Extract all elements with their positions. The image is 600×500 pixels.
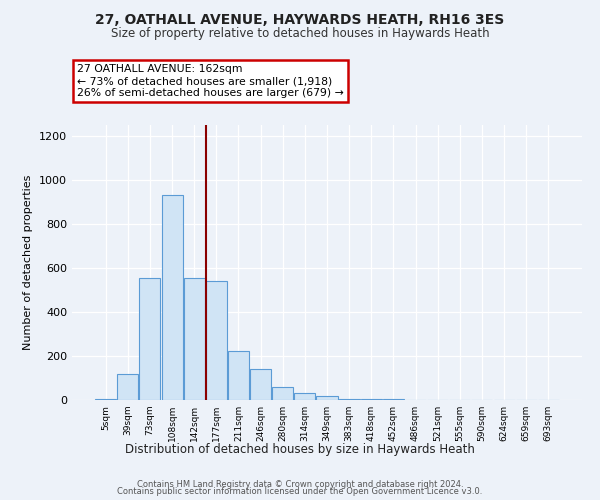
Y-axis label: Number of detached properties: Number of detached properties — [23, 175, 34, 350]
Bar — [295, 394, 316, 400]
Bar — [272, 387, 293, 400]
Bar — [338, 399, 359, 400]
Bar — [118, 374, 139, 400]
Bar — [139, 278, 160, 400]
Bar — [316, 396, 338, 400]
Bar — [250, 369, 271, 400]
Bar — [161, 196, 182, 400]
Bar — [361, 399, 382, 400]
Text: Contains HM Land Registry data © Crown copyright and database right 2024.: Contains HM Land Registry data © Crown c… — [137, 480, 463, 489]
Bar — [184, 278, 205, 400]
Bar — [95, 399, 116, 400]
Text: Size of property relative to detached houses in Haywards Heath: Size of property relative to detached ho… — [110, 28, 490, 40]
Bar — [383, 399, 404, 400]
Bar — [206, 281, 227, 400]
Bar — [228, 350, 249, 400]
Text: Distribution of detached houses by size in Haywards Heath: Distribution of detached houses by size … — [125, 442, 475, 456]
Text: 27, OATHALL AVENUE, HAYWARDS HEATH, RH16 3ES: 27, OATHALL AVENUE, HAYWARDS HEATH, RH16… — [95, 12, 505, 26]
Text: 27 OATHALL AVENUE: 162sqm
← 73% of detached houses are smaller (1,918)
26% of se: 27 OATHALL AVENUE: 162sqm ← 73% of detac… — [77, 64, 344, 98]
Text: Contains public sector information licensed under the Open Government Licence v3: Contains public sector information licen… — [118, 488, 482, 496]
